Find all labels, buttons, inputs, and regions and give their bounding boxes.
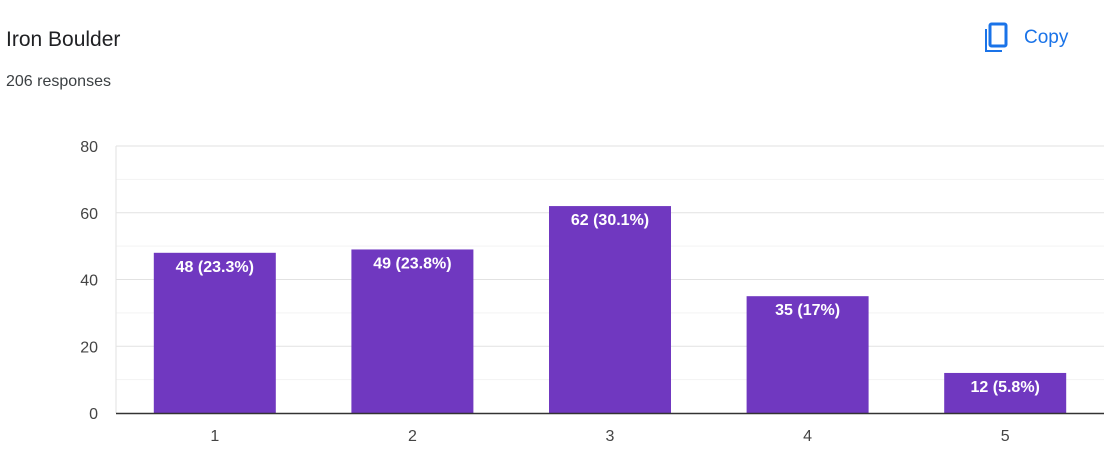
x-axis-ticks: 1 2 3 4 5 [210,428,1009,445]
y-tick-label: 60 [80,206,98,223]
bar[interactable] [746,296,869,413]
bar-data-label: 12 (5.8%) [971,379,1040,396]
bars: 48 (23.3%) 49 (23.8%) 62 (30.1%) 35 (17%) 12… [153,206,1067,413]
chart-title: Iron Boulder [6,28,121,51]
x-tick-label: 1 [210,428,219,445]
y-tick-label: 40 [80,273,98,290]
copy-icon [982,22,1008,54]
copy-label: Copy [1024,27,1069,48]
bar[interactable] [944,372,1067,413]
bar-data-label: 49 (23.8%) [373,255,451,272]
y-axis-ticks: 0 20 40 60 80 [80,139,98,423]
chart-header: Iron Boulder [6,26,120,54]
bar[interactable] [549,206,671,413]
y-tick-label: 0 [89,406,98,423]
response-count: 206 responses [6,73,111,90]
y-tick-label: 80 [80,139,98,156]
copy-button[interactable]: Copy [976,18,1074,58]
bar-data-label: 48 (23.3%) [176,259,254,276]
y-tick-label: 20 [80,339,98,356]
x-tick-label: 3 [606,428,615,445]
bar-data-label: 35 (17%) [775,302,840,319]
x-tick-label: 4 [803,428,812,445]
x-tick-label: 5 [1001,428,1010,445]
bar-data-label: 62 (30.1%) [571,212,649,229]
x-tick-label: 2 [408,428,417,445]
bar[interactable] [351,249,474,413]
bar[interactable] [153,252,276,413]
